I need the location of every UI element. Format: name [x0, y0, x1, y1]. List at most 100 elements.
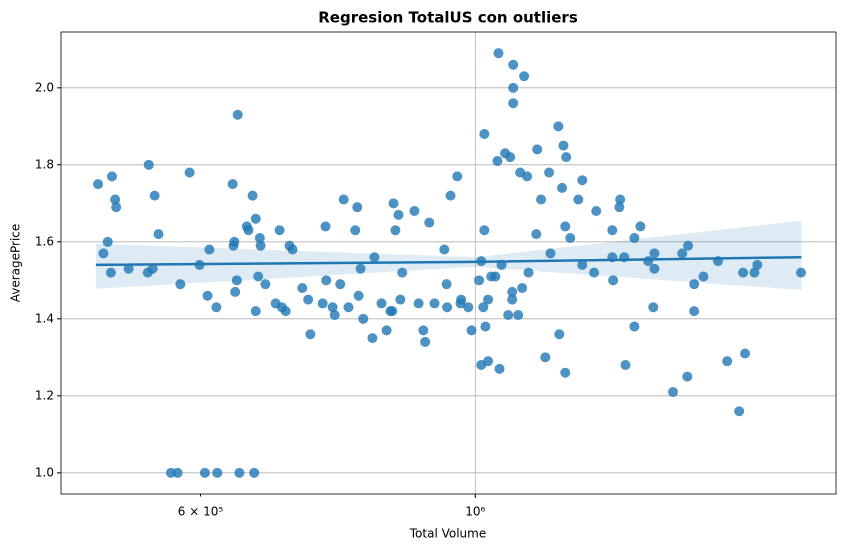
plot-frame [60, 31, 837, 495]
point [513, 309, 524, 320]
point [297, 283, 308, 294]
point [234, 467, 245, 478]
point [480, 321, 491, 332]
point [614, 202, 625, 213]
x-tick-label: 6 × 10⁵ [178, 505, 224, 519]
point [463, 302, 474, 313]
point [381, 325, 392, 336]
point [608, 275, 619, 286]
point [494, 363, 505, 374]
point [519, 71, 530, 82]
point [749, 267, 760, 278]
point [249, 467, 260, 478]
point [247, 190, 258, 201]
point [393, 209, 404, 220]
point [607, 225, 618, 236]
point [229, 236, 240, 247]
point [175, 279, 186, 290]
point [420, 336, 431, 347]
point [184, 167, 195, 178]
point [591, 206, 602, 217]
point [250, 213, 261, 224]
point [508, 98, 519, 109]
point [629, 321, 640, 332]
point [738, 267, 749, 278]
point [335, 279, 346, 290]
point [649, 248, 660, 259]
point [478, 302, 489, 313]
regression-line [95, 255, 802, 267]
point [507, 286, 518, 297]
point [517, 283, 528, 294]
point [369, 252, 380, 263]
point [274, 225, 285, 236]
point [387, 306, 398, 317]
point [565, 232, 576, 243]
point [280, 306, 291, 317]
point [734, 406, 745, 417]
point [255, 240, 266, 251]
point [250, 306, 261, 317]
point [532, 144, 543, 155]
point [796, 267, 807, 278]
point [143, 159, 154, 170]
point [123, 263, 134, 274]
x-tick-label: 10⁶ [465, 505, 485, 519]
point [441, 279, 452, 290]
point [740, 348, 751, 359]
x-axis-label: Total Volume [409, 527, 486, 541]
point [667, 386, 678, 397]
point [418, 325, 429, 336]
point [492, 155, 503, 166]
point [558, 140, 569, 151]
point [689, 306, 700, 317]
point [358, 313, 369, 324]
point [395, 294, 406, 305]
point [507, 294, 518, 305]
point [635, 221, 646, 232]
point [102, 236, 113, 247]
point [352, 202, 363, 213]
point [429, 298, 440, 309]
point [111, 202, 122, 213]
point [343, 302, 354, 313]
point [253, 271, 264, 282]
point [523, 267, 534, 278]
point [211, 302, 222, 313]
point [149, 190, 160, 201]
point [254, 232, 265, 243]
point [367, 333, 378, 344]
point [305, 329, 316, 340]
point [303, 294, 314, 305]
point [321, 275, 332, 286]
point [202, 290, 213, 301]
point [452, 171, 463, 182]
point [577, 175, 588, 186]
point [560, 221, 571, 232]
confidence-band [95, 220, 802, 290]
point [545, 248, 556, 259]
point [522, 171, 533, 182]
point [106, 171, 117, 182]
point [455, 298, 466, 309]
point [338, 194, 349, 205]
point [439, 244, 450, 255]
point [353, 290, 364, 301]
point [508, 59, 519, 70]
point [147, 263, 158, 274]
point [589, 267, 600, 278]
point [466, 325, 477, 336]
point [531, 229, 542, 240]
point [553, 121, 564, 132]
y-tick-label: 1.6 [35, 234, 54, 248]
point [677, 248, 688, 259]
point [682, 371, 693, 382]
y-tick-label: 1.2 [35, 388, 54, 402]
point [508, 82, 519, 93]
point [442, 302, 453, 313]
point [505, 152, 516, 163]
point [397, 267, 408, 278]
point [577, 259, 588, 270]
point [722, 356, 733, 367]
point [329, 309, 340, 320]
